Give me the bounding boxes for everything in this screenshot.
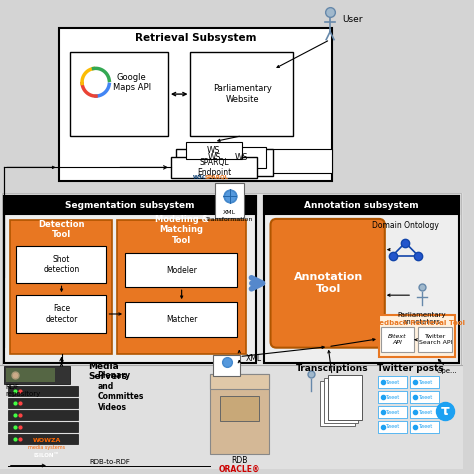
Bar — [4, 366, 70, 384]
Text: Annotation subsystem: Annotation subsystem — [304, 201, 419, 210]
Text: Face
detector: Face detector — [46, 304, 78, 324]
Text: WS: WS — [207, 146, 220, 155]
Bar — [16, 295, 107, 333]
Text: WS: WS — [235, 153, 248, 162]
Bar — [8, 386, 78, 396]
Text: Tweet: Tweet — [418, 410, 432, 415]
Text: Parliamentary
annotators: Parliamentary annotators — [398, 312, 446, 326]
Text: media systems: media systems — [28, 445, 65, 450]
Text: Tweet: Tweet — [418, 395, 432, 400]
Text: Retrieval Subsystem: Retrieval Subsystem — [135, 33, 256, 43]
Text: Tweet: Tweet — [385, 395, 400, 400]
Text: WS: WS — [208, 153, 222, 162]
Bar — [171, 156, 257, 178]
Text: Transformation: Transformation — [206, 218, 253, 222]
Bar — [59, 28, 332, 181]
Bar — [0, 0, 463, 193]
Text: WOWZA: WOWZA — [33, 438, 61, 443]
Bar — [264, 196, 459, 363]
Text: Plenary
and
Committes
Videos: Plenary and Committes Videos — [98, 372, 144, 411]
Bar — [378, 376, 407, 388]
Text: Feedback Retrieval Tool: Feedback Retrieval Tool — [370, 320, 465, 326]
Text: XML: XML — [246, 354, 262, 363]
Text: SPARQL: SPARQL — [205, 175, 229, 180]
Bar — [125, 302, 237, 337]
Bar — [8, 422, 78, 432]
Text: Twitter
Search API: Twitter Search API — [419, 334, 452, 345]
Bar — [8, 410, 78, 420]
Bar — [210, 374, 269, 454]
Bar — [215, 183, 244, 218]
Bar — [10, 220, 112, 354]
Bar — [125, 253, 237, 287]
Bar — [0, 365, 463, 470]
Text: Domain Ontology: Domain Ontology — [372, 221, 439, 230]
Bar — [217, 146, 265, 168]
Bar — [378, 391, 407, 403]
Bar — [191, 146, 239, 168]
Bar — [4, 196, 256, 363]
Bar — [0, 193, 463, 470]
Text: Twitter posts: Twitter posts — [377, 364, 444, 373]
Bar — [264, 196, 459, 214]
Text: W3C: W3C — [193, 175, 207, 180]
Bar — [16, 246, 107, 283]
Text: Annotation
Tool: Annotation Tool — [293, 273, 363, 294]
Bar — [117, 220, 246, 354]
FancyBboxPatch shape — [271, 219, 385, 347]
Bar — [328, 375, 362, 420]
Bar — [379, 315, 455, 356]
Bar — [220, 396, 259, 421]
Text: Bitext
API: Bitext API — [388, 334, 407, 345]
Bar — [4, 196, 256, 214]
Text: Tweet: Tweet — [418, 424, 432, 429]
Bar — [410, 406, 439, 418]
Bar — [381, 327, 414, 352]
Bar — [8, 398, 78, 408]
Bar — [418, 327, 452, 352]
Text: Ope...: Ope... — [436, 368, 457, 374]
Bar — [210, 374, 269, 389]
Text: Transcriptions: Transcriptions — [296, 364, 368, 373]
Text: Shot
detection: Shot detection — [44, 255, 80, 274]
Bar — [378, 421, 407, 433]
Bar — [191, 148, 332, 173]
Text: Google
Maps API: Google Maps API — [113, 73, 151, 92]
Text: Tweet: Tweet — [418, 380, 432, 385]
Text: Parliamentary
Website: Parliamentary Website — [213, 84, 272, 104]
Text: Tweet: Tweet — [385, 410, 400, 415]
Bar — [6, 368, 55, 383]
Text: Media
Servers: Media Servers — [88, 362, 127, 381]
Text: Tweet: Tweet — [385, 380, 400, 385]
Bar — [8, 434, 78, 444]
Bar — [185, 142, 242, 159]
Bar — [70, 52, 168, 136]
Bar — [176, 148, 273, 176]
Text: RDF
repository: RDF repository — [5, 384, 40, 397]
Text: RDB: RDB — [231, 456, 247, 465]
Text: XML: XML — [223, 210, 236, 216]
Bar — [410, 376, 439, 388]
Text: SPARQL
Endpoint: SPARQL Endpoint — [197, 158, 231, 177]
Text: Detection
Tool: Detection Tool — [38, 220, 85, 239]
Text: Segmentation subsystem: Segmentation subsystem — [65, 201, 195, 210]
Bar — [213, 355, 240, 376]
Bar — [410, 421, 439, 433]
Text: ISILON™: ISILON™ — [34, 453, 60, 458]
Text: Matcher: Matcher — [166, 315, 197, 324]
Bar — [378, 406, 407, 418]
Text: Modeling &
Matching
Tool: Modeling & Matching Tool — [155, 215, 209, 245]
Text: User: User — [342, 15, 362, 24]
Text: RDB-to-RDF: RDB-to-RDF — [89, 458, 130, 465]
Text: τ: τ — [441, 404, 450, 418]
Text: Modeler: Modeler — [166, 266, 197, 275]
Text: ORACLE®: ORACLE® — [219, 465, 260, 474]
Text: Tweet: Tweet — [385, 424, 400, 429]
Bar — [410, 391, 439, 403]
Bar — [2, 193, 461, 433]
Bar — [324, 378, 358, 423]
Bar — [320, 382, 355, 426]
Bar — [191, 52, 293, 136]
